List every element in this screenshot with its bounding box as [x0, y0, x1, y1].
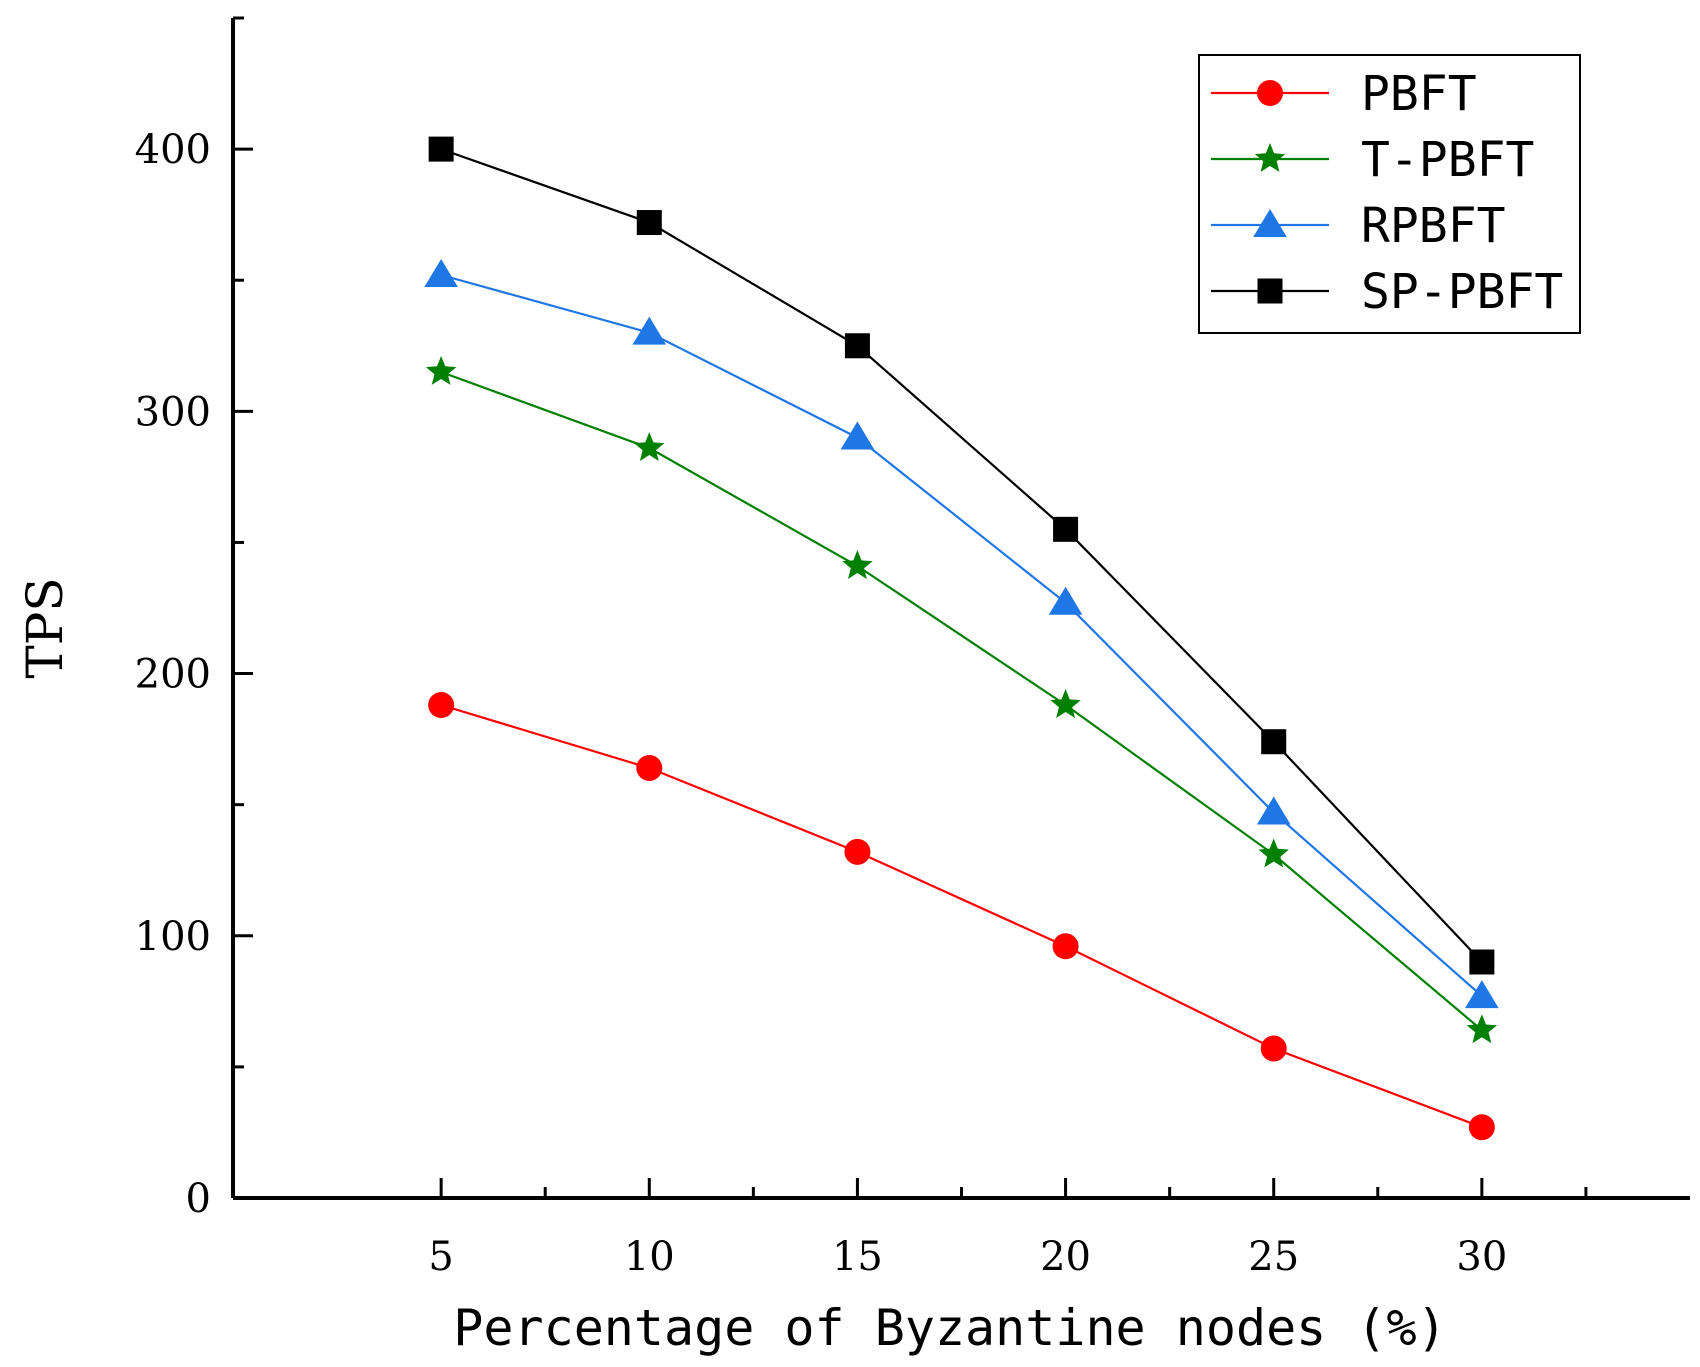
data-point-t-pbft [1050, 689, 1081, 718]
legend-label-sp-pbft: SP-PBFT [1361, 264, 1563, 320]
data-point-t-pbft [842, 550, 873, 579]
data-point-pbft [1468, 1114, 1495, 1141]
legend-marker-t-pbft [1254, 143, 1286, 172]
legend-label-pbft: PBFT [1361, 66, 1477, 122]
data-point-rpbft [840, 421, 875, 450]
x-tick-label: 30 [1456, 1234, 1507, 1280]
x-tick-label: 5 [428, 1234, 453, 1280]
data-point-pbft [636, 754, 663, 781]
legend-label-t-pbft: T-PBFT [1361, 132, 1534, 188]
series-layer [424, 136, 1499, 1141]
x-tick-label: 15 [832, 1234, 883, 1280]
data-point-pbft [1052, 933, 1079, 960]
data-point-rpbft [424, 258, 458, 287]
legend-marker-pbft [1257, 80, 1283, 106]
y-axis-title: TPS [16, 577, 74, 678]
series-rpbft [424, 258, 1499, 1009]
data-point-sp-pbft [844, 333, 870, 359]
data-point-sp-pbft [1053, 516, 1079, 542]
data-point-sp-pbft [636, 210, 662, 236]
y-tick-label: 0 [186, 1176, 211, 1222]
data-point-t-pbft [1258, 838, 1289, 868]
legend-marker-rpbft [1253, 209, 1287, 237]
y-tick-label: 300 [135, 389, 211, 435]
series-line-pbft [440, 703, 1483, 1129]
series-sp-pbft [428, 136, 1495, 975]
data-point-sp-pbft [1469, 949, 1495, 975]
legend-label-rpbft: RPBFT [1361, 198, 1506, 254]
series-t-pbft [425, 356, 1498, 1044]
data-point-pbft [844, 838, 871, 865]
series-line-t-pbft [440, 370, 1483, 1032]
legend: PBFT T-PBFT RPBFT SP-PBFT [1198, 54, 1581, 334]
series-pbft [428, 692, 1495, 1141]
data-point-t-pbft [425, 356, 457, 385]
x-tick-label: 25 [1248, 1234, 1299, 1280]
y-tick-label: 200 [135, 652, 211, 698]
data-point-rpbft [1256, 796, 1291, 825]
x-axis-title: Percentage of Byzantine nodes (%) [453, 1299, 1446, 1357]
y-tick-label: 400 [135, 127, 211, 173]
data-point-rpbft [1048, 586, 1083, 615]
y-tick-label: 100 [135, 914, 211, 960]
series-line-rpbft [440, 273, 1483, 997]
x-tick-label: 10 [624, 1234, 675, 1280]
data-point-pbft [428, 692, 455, 719]
x-tick-label: 20 [1040, 1234, 1091, 1280]
data-point-sp-pbft [428, 136, 454, 162]
data-point-t-pbft [1466, 1014, 1498, 1044]
data-point-t-pbft [634, 432, 665, 461]
data-point-rpbft [1465, 980, 1499, 1009]
series-line-sp-pbft [440, 148, 1483, 963]
data-point-rpbft [632, 316, 667, 345]
data-point-sp-pbft [1261, 729, 1287, 755]
data-point-pbft [1260, 1035, 1287, 1062]
legend-marker-sp-pbft [1257, 278, 1283, 304]
